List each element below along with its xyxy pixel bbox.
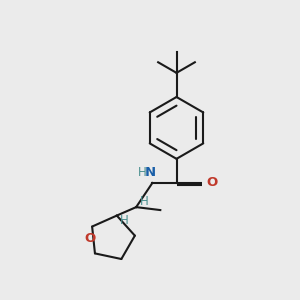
Text: H: H — [120, 214, 129, 227]
Text: H: H — [138, 167, 146, 179]
Text: O: O — [206, 176, 218, 190]
Text: N: N — [144, 167, 156, 179]
Text: O: O — [84, 232, 95, 245]
Text: H: H — [140, 195, 149, 208]
